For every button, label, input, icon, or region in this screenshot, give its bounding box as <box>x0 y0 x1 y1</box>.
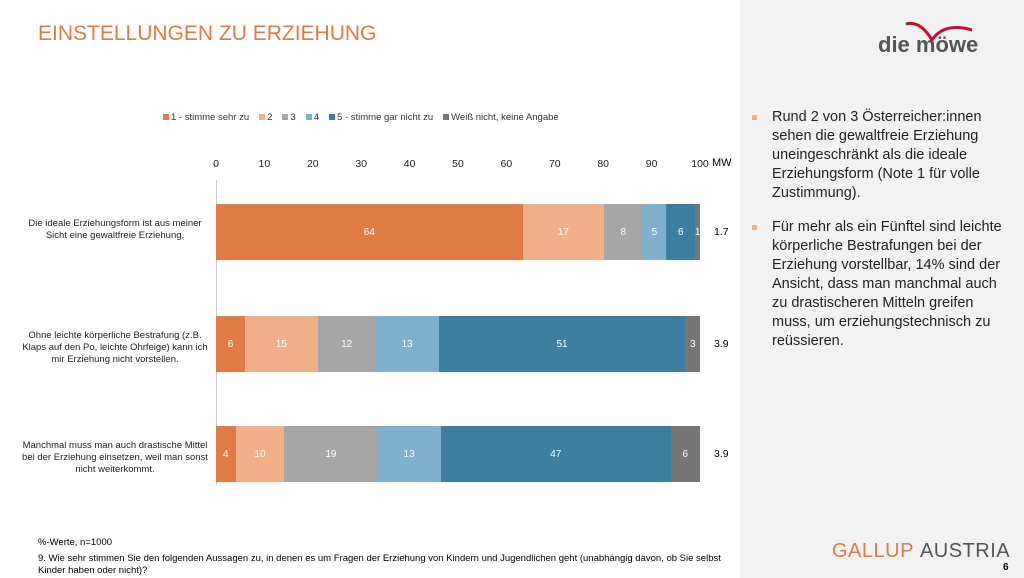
data-label: 12 <box>341 338 353 350</box>
x-tick-label: 40 <box>403 158 416 170</box>
category-label: Manchmal muss man auch drastische Mittel… <box>22 440 208 475</box>
data-label: 17 <box>557 226 569 238</box>
mw-value: 3.9 <box>714 448 729 460</box>
x-tick-label: 0 <box>213 158 219 170</box>
data-label: 3 <box>689 338 696 350</box>
seagull-icon <box>905 21 973 42</box>
mw-value: 1.7 <box>714 226 729 238</box>
data-label: 6 <box>678 226 684 238</box>
bar-segment: 19 <box>284 426 378 482</box>
gallup-logo: GALLUP AUSTRIA <box>832 540 1011 562</box>
data-label: 47 <box>550 448 562 460</box>
x-tick-label: 90 <box>645 158 658 170</box>
bar-segment: 3 <box>685 316 700 372</box>
legend-item: 2 <box>259 112 272 123</box>
data-label: 15 <box>275 338 287 350</box>
x-tick-label: 70 <box>548 158 561 170</box>
x-tick-label: 100 <box>691 158 709 170</box>
bar-segment: 64 <box>216 204 523 260</box>
x-tick-label: 10 <box>258 158 271 170</box>
bar-segment: 1 <box>695 204 700 260</box>
bar-segment: 6 <box>670 426 700 482</box>
bar-segment: 10 <box>235 426 285 482</box>
data-label: 6 <box>682 448 689 460</box>
legend-item: 4 <box>305 112 319 123</box>
legend-item: Weiß nicht, keine Angabe <box>443 112 559 123</box>
page-number: 6 <box>1003 562 1009 573</box>
data-label: 5 <box>651 226 658 238</box>
bullet-1: Rund 2 von 3 Österreicher:innen sehen di… <box>752 108 1014 203</box>
question-text: 9. Wie sehr stimmen Sie den folgenden Au… <box>38 553 721 576</box>
mw-header: MW <box>712 157 732 169</box>
bar-segment: 17 <box>522 204 605 260</box>
bullet-2: Für mehr als ein Fünftel sind leichte kö… <box>752 218 1014 351</box>
data-label: 64 <box>363 226 375 238</box>
data-label: 19 <box>325 448 337 460</box>
mw-value: 3.9 <box>714 338 729 350</box>
moewe-logo: die möwe <box>878 21 978 58</box>
data-label: 4 <box>222 448 229 460</box>
legend-item: 5 - stimme gar nicht zu <box>329 112 433 123</box>
note: %-Werte, n=1000 <box>38 537 113 548</box>
bar-segment: 47 <box>440 426 671 482</box>
x-tick-label: 30 <box>355 158 368 170</box>
x-tick-label: 80 <box>597 158 610 170</box>
data-label: 13 <box>403 448 415 460</box>
chart-legend: 1 - stimme sehr zu 2 3 4 5 - stimme gar nich… <box>163 112 559 123</box>
data-label: 1 <box>694 226 701 238</box>
bar-segment: 6 <box>666 204 696 260</box>
page-title: EINSTELLUNGEN ZU ERZIEHUNG <box>38 22 377 45</box>
data-label: 8 <box>620 226 627 238</box>
data-label: 13 <box>401 338 413 350</box>
x-tick-label: 20 <box>306 158 319 170</box>
bar-segment: 6 <box>216 316 246 372</box>
legend-item: 1 - stimme sehr zu <box>163 112 249 123</box>
bar-segment: 4 <box>216 426 236 482</box>
bar-segment: 51 <box>438 316 686 372</box>
data-label: 6 <box>227 338 234 350</box>
category-label: Die ideale Erziehungsform ist aus meiner… <box>28 218 202 241</box>
legend-item: 3 <box>282 112 296 123</box>
bar-segment: 15 <box>245 316 318 372</box>
x-tick-label: 50 <box>452 158 464 170</box>
bar-segment: 13 <box>377 426 441 482</box>
bar-segment: 13 <box>375 316 439 372</box>
x-tick-label: 60 <box>500 158 513 170</box>
data-label: 51 <box>556 338 568 350</box>
bar-segment: 8 <box>604 204 643 260</box>
category-label: Ohne leichte körperliche Bestrafung (z.B… <box>22 330 208 365</box>
data-label: 10 <box>254 448 266 460</box>
side-panel <box>740 0 1024 578</box>
bar-segment: 5 <box>642 204 667 260</box>
bar-segment: 12 <box>317 316 376 372</box>
